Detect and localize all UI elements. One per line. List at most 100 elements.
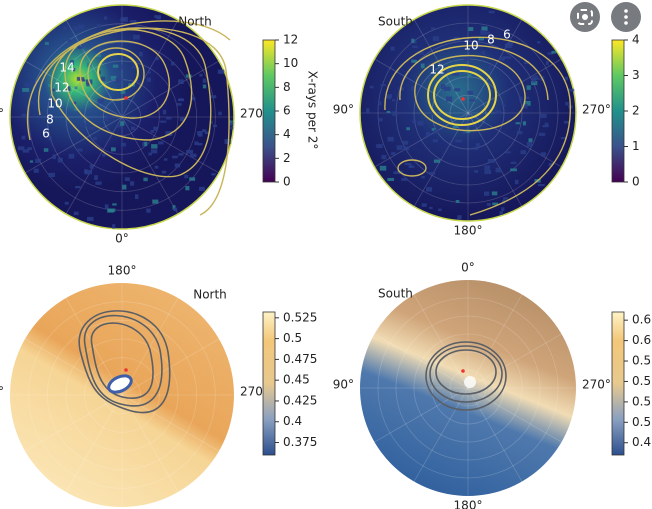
noise-pixel	[541, 154, 546, 157]
noise-pixel	[454, 88, 461, 92]
noise-pixel	[202, 84, 207, 89]
noise-pixel	[503, 197, 509, 200]
noise-pixel	[129, 181, 135, 186]
noise-pixel	[526, 85, 531, 90]
noise-pixel	[411, 85, 417, 91]
noise-pixel	[429, 206, 433, 209]
noise-pixel	[452, 125, 459, 129]
angle-label: 270°	[240, 107, 269, 121]
noise-pixel	[468, 27, 474, 31]
colorbar-tick-label: 0.4	[283, 414, 302, 428]
noise-pixel	[387, 177, 395, 181]
source-blob	[107, 374, 133, 394]
angle-label: 180°	[454, 499, 483, 509]
contour-label: 6	[503, 28, 511, 42]
noise-pixel	[160, 120, 167, 123]
noise-pixel	[151, 144, 158, 149]
more-button[interactable]	[611, 2, 641, 32]
noise-pixel	[457, 215, 462, 220]
noise-pixel	[73, 26, 79, 31]
grid-spoke	[24, 338, 123, 396]
angle-label: 90°	[333, 378, 354, 392]
noise-pixel	[532, 77, 540, 81]
noise-pixel	[455, 139, 462, 143]
grid-ring	[46, 319, 198, 471]
noise-pixel	[133, 60, 139, 63]
noise-pixel	[434, 128, 439, 134]
grid-spoke	[467, 112, 562, 168]
noise-pixel	[209, 121, 213, 124]
noise-pixel	[48, 172, 56, 177]
colorbar-tick-label: 0.6	[632, 313, 651, 327]
noise-pixel	[515, 122, 521, 125]
noise-pixel	[551, 50, 557, 54]
noise-pixel	[491, 191, 498, 196]
grid-spoke	[121, 60, 220, 118]
noise-pixel	[504, 56, 512, 59]
colorbar-tick-label: 2	[632, 104, 640, 118]
noise-pixel	[445, 96, 453, 102]
colorbar-tick-label: 4	[283, 127, 291, 141]
noise-pixel	[509, 42, 513, 47]
colorbar-tick-label: 10	[283, 56, 298, 70]
contours	[26, 20, 231, 216]
noise-pixel	[132, 34, 140, 40]
noise-pixel	[526, 141, 533, 147]
noise-pixel	[412, 119, 417, 124]
lens-button[interactable]	[570, 2, 600, 32]
noise-pixel	[425, 131, 431, 137]
noise-pixel	[51, 88, 55, 92]
grid-spoke	[24, 116, 123, 174]
noise-pixel	[426, 187, 433, 192]
noise-pixel	[152, 199, 159, 204]
noise-pixel	[548, 162, 553, 167]
noise-pixel	[131, 66, 138, 70]
noise-pixel	[433, 159, 441, 163]
grid-spoke	[467, 333, 562, 389]
noise-pixel	[506, 42, 512, 46]
noise-pixel	[199, 186, 205, 191]
noise-pixel	[150, 130, 155, 133]
colorbar-tick-label: 0.5	[632, 394, 651, 408]
noise-pixel	[63, 26, 68, 31]
noise-pixel	[410, 165, 415, 168]
noise-pixel	[228, 122, 234, 126]
noise-pixel	[27, 147, 33, 151]
noise-pixel	[488, 10, 495, 14]
noise-pixel	[524, 61, 528, 65]
noise-pixel	[132, 63, 137, 68]
colorbar-tick-label: 12	[283, 33, 298, 47]
noise-pixel	[64, 201, 69, 205]
grid-spoke	[374, 387, 469, 443]
noise-pixel	[542, 124, 549, 128]
noise-pixel	[519, 96, 523, 102]
noise-pixel	[120, 17, 126, 22]
noise-pixel	[465, 65, 471, 70]
colorbar-tick-label: 3	[632, 68, 640, 82]
noise-pixel	[431, 128, 437, 131]
angle-label: 0°	[461, 261, 475, 275]
noise-pixel	[162, 109, 167, 115]
noise-pixel	[485, 31, 490, 35]
grid-spoke	[467, 19, 523, 114]
noise-pixel	[528, 138, 533, 143]
noise-pixel	[74, 86, 78, 90]
noise-pixel	[538, 132, 546, 136]
noise-pixel	[174, 163, 181, 168]
contours	[78, 310, 507, 414]
noise-pixel	[165, 131, 173, 137]
noise-pixel	[190, 153, 197, 158]
noise-pixel	[386, 110, 391, 113]
noise-pixel	[443, 70, 447, 74]
grid-spoke	[24, 394, 123, 452]
grid-ring	[28, 301, 216, 489]
noise-pixel	[378, 101, 382, 106]
grid-spoke	[121, 116, 179, 215]
noise-pixel	[120, 121, 125, 126]
angle-label: 270°	[582, 103, 611, 117]
noise-pixel	[71, 101, 77, 105]
grid-spoke	[413, 387, 469, 482]
grid-spoke	[65, 116, 123, 215]
noise-pixel	[178, 79, 184, 84]
